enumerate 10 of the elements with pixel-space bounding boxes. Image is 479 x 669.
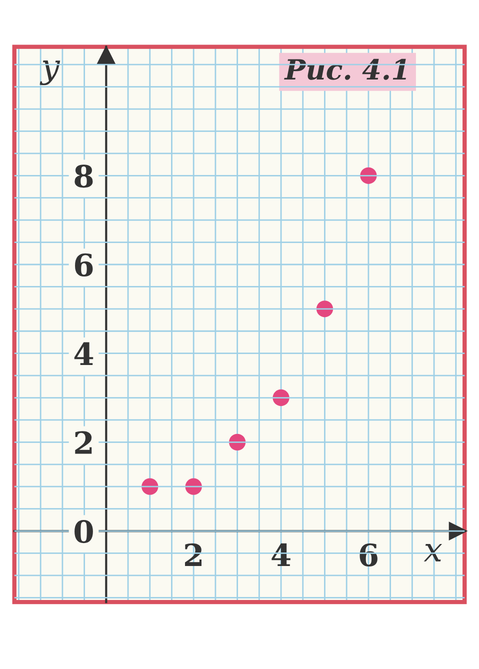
y-tick-label: 8: [74, 164, 93, 188]
x-axis-title: x: [424, 544, 442, 562]
y-axis-title: y: [40, 60, 60, 86]
y-tick-label: 4: [74, 342, 94, 365]
y-tick-label: 2: [75, 431, 92, 454]
y-tick-label: 0: [74, 520, 93, 544]
x-tick-label: 4: [272, 543, 290, 566]
y-tick-label: 6: [75, 253, 93, 277]
x-tick-label: 2: [185, 543, 202, 566]
chart-title: Рис. 4.1: [284, 58, 406, 80]
